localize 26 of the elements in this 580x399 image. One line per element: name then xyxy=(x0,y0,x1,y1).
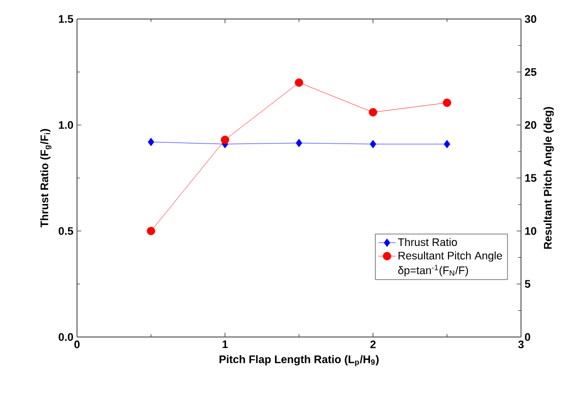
legend-label: Thrust Ratio xyxy=(398,238,457,246)
x-axis-title: Pitch Flap Length Ratio (L$_{p}$/H$_{9}$) xyxy=(220,355,379,366)
point xyxy=(368,108,378,116)
y2-axis-title: Resultant Pitch Angle (deg) xyxy=(544,107,554,249)
y-tick-label: 1.0 xyxy=(58,121,74,129)
y-axis-title: Thrust Ratio (F$_{g}$/F$_{i}$) xyxy=(40,128,52,228)
x-tick-label: 3 xyxy=(518,340,524,348)
point xyxy=(294,78,304,87)
x-tick-label: 2 xyxy=(370,340,376,348)
y2-tick-label: 5 xyxy=(524,280,530,288)
y2-tick-label: 10 xyxy=(525,227,536,235)
y2-tick-label: 20 xyxy=(524,121,536,129)
y-tick-label: 1.5 xyxy=(58,15,74,23)
y2-tick-label: 15 xyxy=(525,174,536,182)
annotation: δp=tan$^{-1}$(F$_{N}$/F) xyxy=(398,264,468,276)
legend-label: Resultant Pitch Angle xyxy=(398,251,502,262)
y2-tick-label: 30 xyxy=(524,15,536,23)
point xyxy=(220,136,230,144)
x-tick-label: 1 xyxy=(222,340,228,348)
y-tick-label: 0.0 xyxy=(58,333,74,341)
y-tick-label: 0.5 xyxy=(58,227,74,235)
point xyxy=(442,98,452,107)
y2-tick-label: 25 xyxy=(524,68,536,76)
point xyxy=(146,226,156,236)
y2-tick-label: 0 xyxy=(524,333,530,341)
x-tick-label: 0 xyxy=(74,340,80,348)
